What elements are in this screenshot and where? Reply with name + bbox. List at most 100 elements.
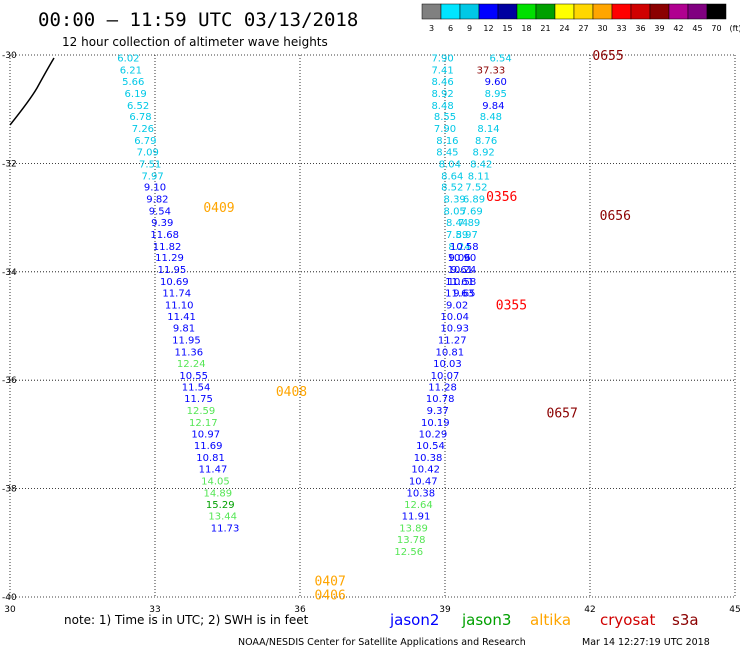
wave-point-0-5: 6.78	[129, 112, 151, 123]
coastline	[9, 57, 55, 126]
wave-point-0-31: 12.17	[189, 418, 218, 429]
legend-swatch-14	[687, 3, 708, 20]
pass-label-0657: 0657	[547, 407, 578, 422]
wave-point-0-40: 11.73	[211, 524, 240, 535]
legend-swatch-3	[478, 3, 499, 20]
wave-point-1-9: 8.04	[439, 159, 461, 170]
wave-point-1-16: 8.24	[448, 242, 470, 253]
footer-timestamp: Mar 14 12:27:19 UTC 2018	[582, 637, 710, 648]
legend-label-10: 33	[616, 24, 626, 33]
wave-point-0-26: 12.24	[177, 359, 206, 370]
wave-point-0-34: 10.81	[196, 453, 225, 464]
wave-point-0-39: 13.44	[208, 512, 237, 523]
legend-label-1: 6	[448, 24, 453, 33]
legend-swatch-8	[573, 3, 594, 20]
wave-point-0-7: 6.79	[134, 136, 156, 147]
wave-point-2-23: 13.78	[397, 535, 426, 546]
wave-point-2-18: 10.47	[409, 476, 438, 487]
wave-point-0-6: 7.26	[132, 124, 154, 135]
legend-swatch-12	[649, 3, 670, 20]
legend-label-15: 70	[711, 24, 721, 33]
wave-point-1-20: 9.65	[453, 288, 475, 299]
wave-point-1-31: 8.11	[468, 171, 490, 182]
legend-label-4: 15	[502, 24, 512, 33]
chart-title: 00:00 – 11:59 UTC 03/13/2018	[38, 9, 358, 31]
wave-point-0-28: 11.54	[182, 383, 211, 394]
wave-point-0-32: 10.97	[191, 429, 220, 440]
satellite-s3a: s3a	[672, 611, 699, 629]
legend-swatch-1	[440, 3, 461, 20]
wave-point-1-7: 8.16	[436, 136, 458, 147]
legend-swatch-10	[611, 3, 632, 20]
wave-point-0-22: 11.41	[167, 312, 196, 323]
wave-point-0-1: 6.21	[120, 66, 142, 77]
x-tick-label-5: 45	[729, 605, 740, 615]
wave-point-2-6: 11.27	[438, 336, 467, 347]
legend-label-13: 42	[673, 24, 683, 33]
legend-swatch-9	[592, 3, 613, 20]
satellite-altika: altika	[530, 611, 571, 629]
wave-height-points: 6.026.215.666.196.526.787.266.797.097.51…	[117, 54, 511, 558]
wave-point-2-13: 10.19	[421, 418, 450, 429]
x-tick-label-2: 36	[294, 605, 306, 615]
wave-point-0-23: 9.81	[173, 324, 195, 335]
wave-point-0-18: 11.95	[158, 265, 187, 276]
wave-point-0-14: 9.39	[151, 218, 173, 229]
x-tick-label-1: 33	[149, 605, 160, 615]
wave-point-2-22: 13.89	[399, 524, 428, 535]
wave-point-0-29: 11.75	[184, 394, 213, 405]
legend-swatch-6	[535, 3, 556, 20]
wave-point-1-5: 8.55	[434, 112, 456, 123]
legend-label-12: 39	[654, 24, 664, 33]
legend-label-3: 12	[483, 24, 493, 33]
wave-point-1-2: 8.46	[431, 77, 453, 88]
wave-point-2-21: 11.91	[402, 512, 431, 523]
wave-point-2-15: 10.54	[416, 441, 445, 452]
wave-point-2-12: 9.37	[427, 406, 449, 417]
wave-point-2-10: 11.28	[428, 383, 457, 394]
y-tick-label-1: -32	[2, 159, 17, 169]
wave-point-2-9: 10.07	[431, 371, 460, 382]
wave-point-1-0: 7.90	[431, 54, 453, 65]
wave-point-2-16: 10.38	[414, 453, 443, 464]
legend-label-7: 24	[559, 24, 569, 33]
legend-label-8: 27	[578, 24, 588, 33]
wave-point-0-17: 11.29	[155, 253, 184, 264]
wave-point-1-34: 7.69	[460, 207, 482, 218]
wave-point-0-38: 15.29	[206, 500, 235, 511]
wave-point-1-18: 10.24	[448, 265, 477, 276]
wave-point-0-25: 11.36	[175, 347, 204, 358]
wave-point-1-17: 9.06	[448, 253, 470, 264]
satellite-legend: jason2 jason3 altika cryosat s3a	[389, 611, 699, 629]
wave-point-0-3: 6.19	[125, 89, 147, 100]
wave-point-1-14: 8.44	[446, 218, 468, 229]
wave-point-0-13: 9.54	[149, 207, 171, 218]
wave-point-2-7: 10.81	[436, 347, 465, 358]
wave-point-0-2: 5.66	[122, 77, 144, 88]
y-tick-label-0: -30	[2, 51, 17, 61]
pass-label-0656: 0656	[600, 209, 631, 224]
wave-point-0-24: 11.95	[172, 336, 201, 347]
grid-lines	[9, 54, 736, 598]
wave-point-2-19: 10.38	[407, 488, 436, 499]
wave-point-0-19: 10.69	[160, 277, 189, 288]
wave-point-1-33: 6.89	[463, 195, 485, 206]
legend-swatch-4	[497, 3, 518, 20]
wave-point-1-32: 7.52	[465, 183, 487, 194]
legend-swatch-15	[706, 3, 727, 20]
wave-point-2-17: 10.42	[411, 465, 440, 476]
wave-point-0-35: 11.47	[199, 465, 228, 476]
wave-point-0-8: 7.09	[137, 147, 159, 158]
wave-point-2-1: 11.61	[445, 277, 474, 288]
wave-point-0-20: 11.74	[162, 288, 191, 299]
legend-label-5: 18	[521, 24, 531, 33]
wave-point-1-29: 8.92	[473, 147, 495, 158]
legend-label-14: 45	[692, 24, 702, 33]
wave-point-1-15: 7.59	[446, 230, 468, 241]
wave-point-1-21: 6.54	[489, 54, 511, 65]
wave-point-2-3: 9.02	[446, 300, 468, 311]
y-tick-label-5: -40	[2, 593, 17, 603]
wave-point-2-11: 10.78	[426, 394, 455, 405]
wave-point-1-22: 37.33	[477, 66, 506, 77]
